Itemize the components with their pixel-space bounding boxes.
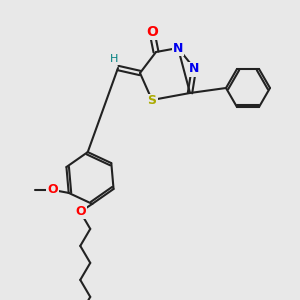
Text: O: O [146, 25, 158, 39]
Text: S: S [148, 94, 157, 107]
Text: N: N [173, 41, 183, 55]
Text: O: O [47, 183, 58, 196]
Text: H: H [110, 54, 118, 64]
Text: O: O [75, 206, 86, 218]
Text: N: N [189, 62, 199, 76]
